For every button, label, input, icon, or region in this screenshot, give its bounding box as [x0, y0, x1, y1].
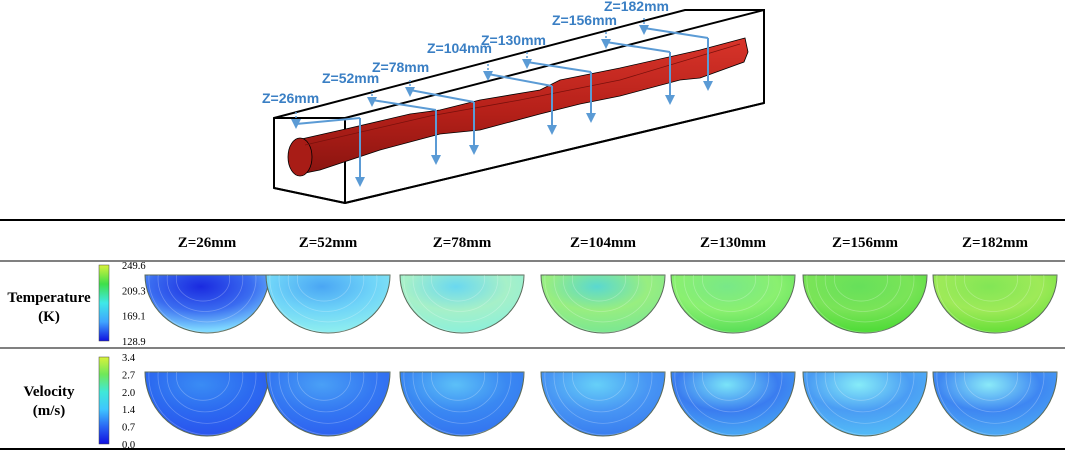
- contour-cell: [265, 371, 391, 437]
- contour-semicircle: [670, 371, 796, 437]
- colorbar-tick-label: 2.7: [122, 370, 135, 381]
- table-row: Velocity (m/s) 3.4 2.7 2.0 1.4 0.7 0.0: [23, 353, 1058, 451]
- contour-cell: [399, 274, 525, 334]
- contour-semicircle: [670, 274, 796, 334]
- colorbar-tick-label: 209.3: [122, 286, 146, 297]
- contour-semicircle: [144, 274, 270, 334]
- contour-semicircle: [802, 371, 928, 437]
- slice-label: Z=182mm: [604, 0, 669, 14]
- contour-semicircle: [399, 274, 525, 334]
- contour-cell: [144, 371, 270, 437]
- contour-semicircle: [932, 274, 1058, 334]
- contour-semicircle: [265, 274, 391, 334]
- contour-cell: [932, 371, 1058, 437]
- column-header: Z=52mm: [299, 235, 358, 251]
- row-title: Temperature: [7, 290, 91, 306]
- slice-label: Z=156mm: [552, 12, 617, 28]
- contour-semicircle: [540, 371, 666, 437]
- colorbar-tick-label: 1.4: [122, 405, 136, 416]
- column-header: Z=26mm: [178, 235, 237, 251]
- contour-cell: [399, 371, 525, 437]
- colorbar-tick-label: 0.0: [122, 440, 135, 451]
- slice-label: Z=52mm: [322, 70, 379, 86]
- contour-semicircle: [802, 274, 928, 334]
- colorbar: [98, 264, 110, 342]
- slice-plane-line: [605, 41, 671, 53]
- contour-semicircle: [399, 371, 525, 437]
- slice-label: Z=130mm: [481, 32, 546, 48]
- slice-plane-line: [526, 61, 592, 73]
- contour-cell: [540, 274, 666, 334]
- contour-table: Z=26mm Z=52mm Z=78mm Z=104mm Z=130mm Z=156mm Z…: [0, 219, 1065, 451]
- column-header: Z=156mm: [832, 235, 899, 251]
- colorbar-tick-label: 169.1: [122, 312, 146, 323]
- column-header: Z=130mm: [700, 235, 767, 251]
- contour-semicircle: [265, 371, 391, 437]
- table-rows: Temperature (K) 249.6 209.3 169.1 128.9 Veloci…: [7, 261, 1058, 451]
- pipe-body: [287, 37, 749, 177]
- contour-cell: [540, 371, 666, 437]
- contour-cell: [670, 371, 796, 437]
- slice-plane-line: [409, 89, 475, 103]
- row-unit: (m/s): [33, 403, 66, 419]
- slice-label: Z=26mm: [262, 90, 319, 106]
- contour-cell: [802, 274, 928, 334]
- slice-indicators: [291, 18, 713, 187]
- contour-semicircle: [540, 274, 666, 334]
- contour-cell: [144, 274, 270, 334]
- table-row: Temperature (K) 249.6 209.3 169.1 128.9: [7, 261, 1058, 348]
- column-headers: Z=26mm Z=52mm Z=78mm Z=104mm Z=130mm Z=156mm Z…: [178, 235, 1029, 251]
- column-header: Z=182mm: [962, 235, 1029, 251]
- contour-cell: [265, 274, 391, 334]
- slice-plane-line: [371, 99, 437, 111]
- slice-plane-line: [295, 117, 361, 125]
- colorbar-tick-label: 3.4: [122, 353, 136, 364]
- colorbar-tick-label: 0.7: [122, 423, 135, 434]
- column-header: Z=78mm: [433, 235, 492, 251]
- slice-label: Z=104mm: [427, 40, 492, 56]
- contour-cell: [802, 371, 928, 437]
- row-unit: (K): [38, 309, 60, 325]
- colorbar-tick-label: 249.6: [122, 261, 146, 272]
- contour-cell: [932, 274, 1058, 334]
- contour-semicircle: [932, 371, 1058, 437]
- contour-semicircle: [144, 371, 270, 437]
- colorbar: [98, 356, 110, 445]
- column-header: Z=104mm: [570, 235, 637, 251]
- colorbar-tick-label: 2.0: [122, 388, 135, 399]
- slice-plane-line: [643, 27, 709, 39]
- slice-label: Z=78mm: [372, 59, 429, 75]
- contour-cell: [670, 274, 796, 334]
- row-title: Velocity: [23, 384, 75, 400]
- colorbar-tick-label: 128.9: [122, 337, 146, 348]
- slice-plane-line: [487, 73, 553, 87]
